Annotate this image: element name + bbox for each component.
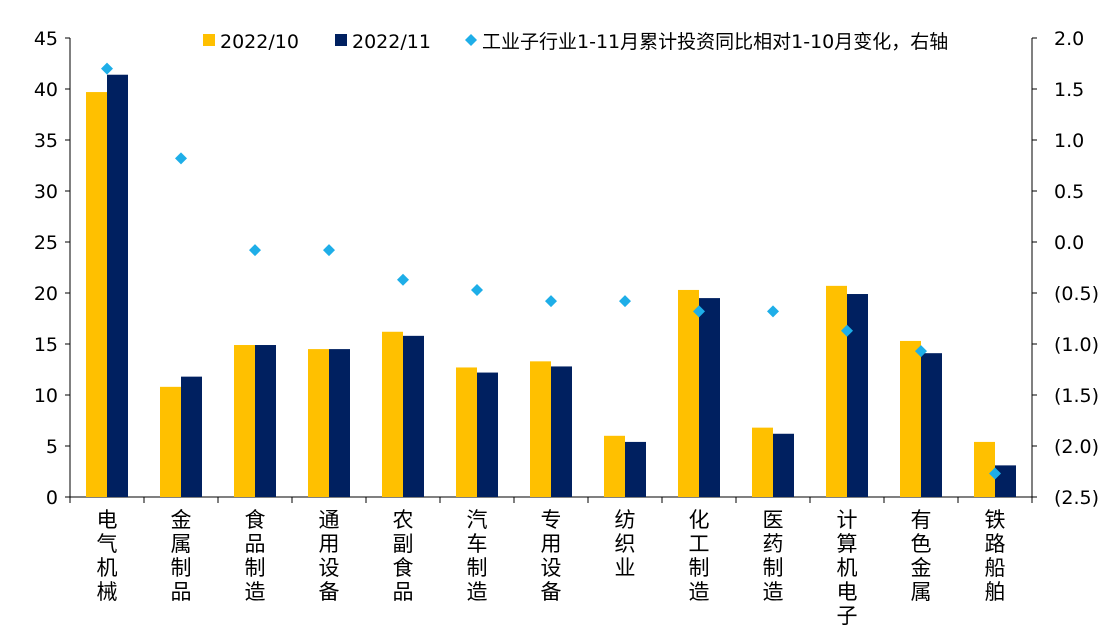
legend: 2022/10 2022/11 工业子行业1-11月累计投资同比相对1-10月变… bbox=[203, 31, 948, 53]
points bbox=[101, 62, 1001, 480]
category-label: 医药制造 bbox=[763, 508, 784, 604]
y-tick-label-left: 40 bbox=[34, 79, 58, 101]
legend-marker-change bbox=[465, 34, 477, 46]
point-change bbox=[397, 273, 409, 286]
point-change bbox=[619, 295, 631, 308]
point-change bbox=[101, 62, 113, 75]
bar-2022-11 bbox=[255, 345, 276, 497]
bar-2022-11 bbox=[625, 441, 646, 497]
bar-2022-10 bbox=[234, 345, 255, 497]
point-change bbox=[175, 152, 187, 165]
bar-2022-11 bbox=[107, 74, 128, 497]
bar-2022-10 bbox=[974, 441, 995, 497]
bar-2022-10 bbox=[604, 435, 625, 497]
bar-2022-11 bbox=[181, 376, 202, 497]
category-label: 计算机电子 bbox=[837, 508, 858, 628]
point-change bbox=[915, 345, 927, 358]
bars bbox=[86, 74, 1016, 497]
bar-2022-11 bbox=[921, 353, 942, 497]
legend-label-2022-10: 2022/10 bbox=[220, 31, 299, 53]
y-tick-label-right: 0.5 bbox=[1054, 181, 1084, 203]
category-label: 有色金属 bbox=[911, 508, 932, 604]
category-label: 铁路船舶 bbox=[985, 508, 1006, 604]
bar-2022-10 bbox=[900, 340, 921, 497]
y-tick-label-right: (0.5) bbox=[1054, 283, 1099, 305]
bar-2022-11 bbox=[699, 298, 720, 497]
bar-2022-11 bbox=[329, 349, 350, 497]
category-label: 农副食品 bbox=[393, 508, 414, 604]
y-tick-label-left: 5 bbox=[46, 436, 58, 458]
bar-2022-10 bbox=[160, 386, 181, 497]
category-label: 金属制品 bbox=[171, 508, 192, 604]
bar-2022-10 bbox=[382, 331, 403, 497]
y-tick-label-right: (1.0) bbox=[1054, 334, 1099, 356]
y-tick-label-right: (1.5) bbox=[1054, 385, 1099, 407]
category-label: 专用设备 bbox=[541, 508, 562, 604]
y-tick-label-right: (2.0) bbox=[1054, 436, 1099, 458]
bar-2022-11 bbox=[773, 433, 794, 497]
bar-2022-10 bbox=[826, 285, 847, 497]
point-change bbox=[841, 324, 853, 337]
y-tick-label-left: 0 bbox=[46, 487, 58, 509]
y-tick-label-left: 15 bbox=[34, 334, 58, 356]
category-labels: 电气机械 金属制品 食品制造 通用设备 农副食品 汽车制造 专用设备 纺织业 化工制造 医药制造 计… bbox=[97, 508, 1006, 628]
point-change bbox=[471, 283, 483, 296]
y-tick-label-left: 20 bbox=[34, 283, 58, 305]
bar-2022-11 bbox=[403, 335, 424, 497]
category-label: 汽车制造 bbox=[467, 508, 488, 604]
category-label: 电气机械 bbox=[97, 508, 118, 604]
legend-label-change: 工业子行业1-11月累计投资同比相对1-10月变化，右轴 bbox=[482, 31, 948, 53]
point-change bbox=[249, 244, 261, 257]
bar-2022-10 bbox=[678, 289, 699, 497]
category-label: 食品制造 bbox=[245, 508, 266, 604]
legend-label-2022-11: 2022/11 bbox=[352, 31, 431, 53]
y-tick-label-left: 35 bbox=[34, 130, 58, 152]
y-tick-label-right: 2.0 bbox=[1054, 28, 1084, 50]
category-label: 纺织业 bbox=[615, 508, 636, 580]
category-label: 化工制造 bbox=[689, 508, 710, 604]
legend-swatch-2022-11 bbox=[335, 34, 347, 46]
y-tick-label-right: 1.0 bbox=[1054, 130, 1084, 152]
category-label: 通用设备 bbox=[319, 508, 340, 604]
y-tick-label-left: 30 bbox=[34, 181, 58, 203]
bar-2022-10 bbox=[86, 92, 107, 497]
bar-2022-10 bbox=[530, 361, 551, 497]
y-tick-label-left: 45 bbox=[34, 28, 58, 50]
bar-2022-10 bbox=[456, 367, 477, 497]
y-tick-label-left: 25 bbox=[34, 232, 58, 254]
bar-2022-11 bbox=[551, 366, 572, 497]
point-change bbox=[545, 295, 557, 308]
bar-2022-11 bbox=[477, 372, 498, 497]
y-tick-label-left: 10 bbox=[34, 385, 58, 407]
point-change bbox=[693, 305, 705, 318]
bar-2022-10 bbox=[752, 427, 773, 497]
y-tick-label-right: 1.5 bbox=[1054, 79, 1084, 101]
y-tick-label-right: (2.5) bbox=[1054, 487, 1099, 509]
legend-swatch-2022-10 bbox=[203, 34, 215, 46]
point-change bbox=[767, 305, 779, 318]
bar-2022-11 bbox=[995, 465, 1016, 497]
point-change bbox=[989, 467, 1001, 480]
bar-2022-11 bbox=[847, 294, 868, 497]
y-tick-label-right: 0.0 bbox=[1054, 232, 1084, 254]
bar-2022-10 bbox=[308, 349, 329, 497]
point-change bbox=[323, 244, 335, 257]
ticks: 0 5 10 15 20 25 30 35 40 45 (2.5) (2.0) (1.5) (1.0) (0… bbox=[34, 28, 1099, 509]
